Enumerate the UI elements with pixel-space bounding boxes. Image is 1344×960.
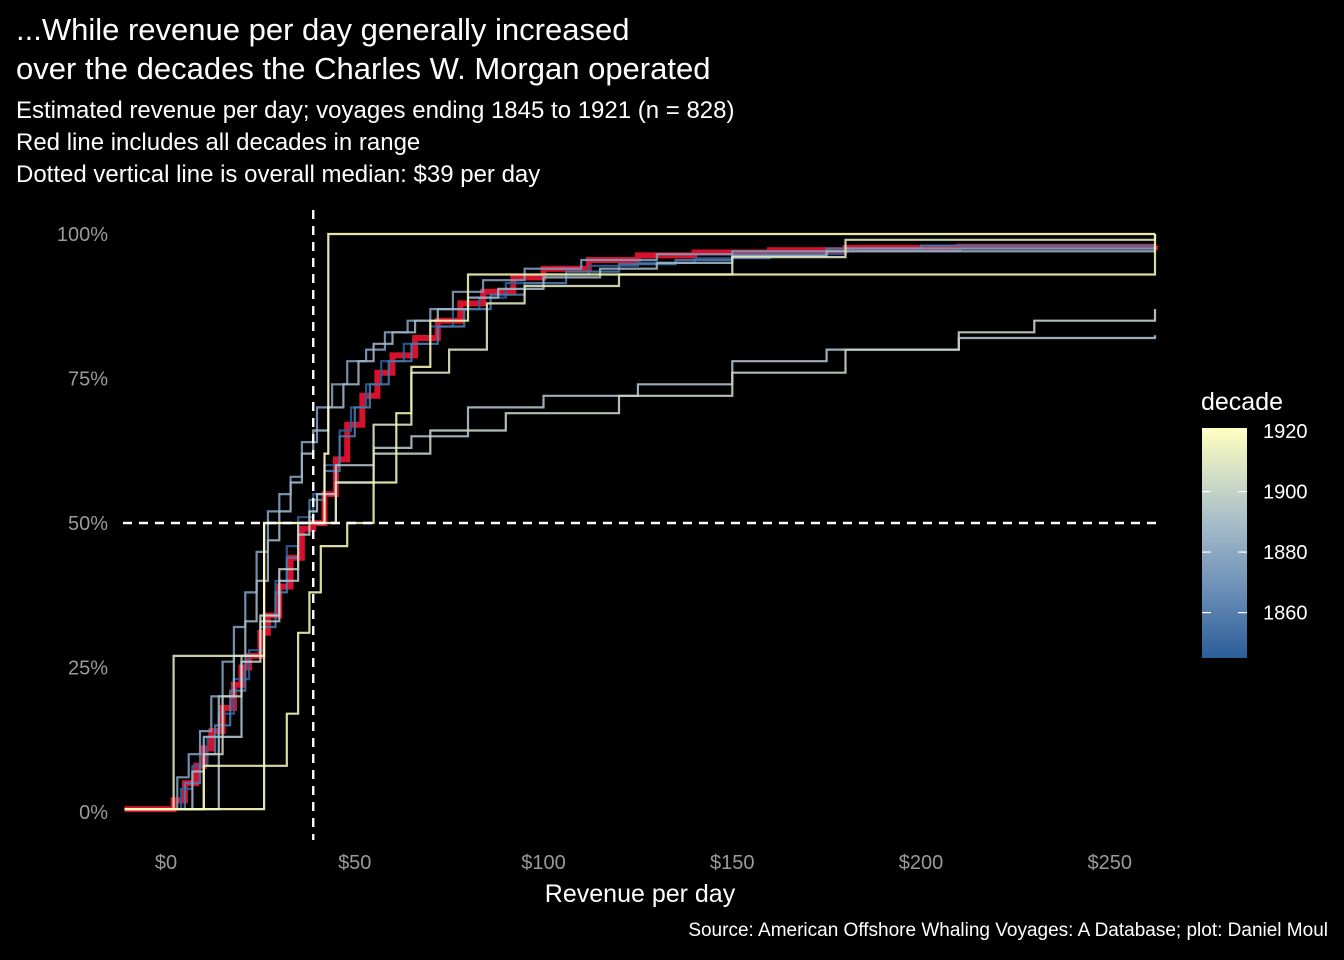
y-tick-label: 25%: [68, 658, 108, 680]
chart-title-line-2: over the decades the Charles W. Morgan o…: [16, 51, 711, 86]
reference-lines: [123, 210, 1158, 840]
legend-colorbar: [1202, 428, 1247, 658]
series-layer: [124, 232, 1158, 813]
x-axis-label: Revenue per day: [545, 880, 736, 908]
y-tick-label: 75%: [68, 369, 108, 391]
chart-subtitle-line-1: Estimated revenue per day; voyages endin…: [16, 97, 735, 124]
x-tick-label: $50: [338, 852, 371, 874]
legend-ticks: 1860 1880 1900 1920: [1202, 421, 1308, 625]
chart-subtitle: Estimated revenue per day; voyages endin…: [16, 95, 735, 191]
legend: decade 1860 1880 1900 1920: [1201, 388, 1308, 658]
x-tick-label: $250: [1088, 852, 1133, 874]
chart-title: ...While revenue per day generally incre…: [16, 10, 710, 88]
legend-tick-label: 1880: [1263, 542, 1308, 564]
x-tick-label: $0: [155, 852, 177, 874]
chart-subtitle-line-3: Dotted vertical line is overall median: …: [16, 161, 541, 188]
y-tick-label: 0%: [79, 802, 108, 824]
series-decade-1850-line: [124, 242, 1157, 811]
x-tick-label: $200: [899, 852, 944, 874]
legend-tick-label: 1900: [1263, 482, 1308, 504]
legend-tick-label: 1860: [1263, 603, 1308, 625]
y-tick-label: 50%: [68, 513, 108, 535]
chart-caption: Source: American Offshore Whaling Voyage…: [688, 920, 1328, 941]
x-tick-label: $100: [521, 852, 566, 874]
legend-title: decade: [1201, 388, 1283, 416]
y-tick-label: 100%: [57, 224, 108, 246]
chart-title-line-1: ...While revenue per day generally incre…: [16, 12, 630, 47]
series-decade-1870-line: [124, 248, 1157, 811]
series-decade-1860-line: [124, 245, 1157, 811]
x-tick-label: $150: [710, 852, 755, 874]
chart-subtitle-line-2: Red line includes all decades in range: [16, 129, 421, 156]
legend-tick-label: 1920: [1263, 421, 1308, 443]
series-decade-1910-line: [124, 234, 1157, 811]
axes: $0 $50 $100 $150 $200 $250 0% 25% 50% 75% 100%: [57, 224, 1132, 874]
